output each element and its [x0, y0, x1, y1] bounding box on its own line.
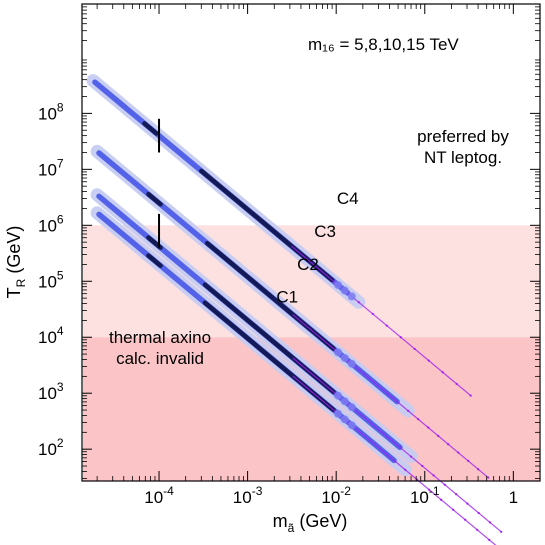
labels: 10-4 10-3 10-2 10-1 1 102 103 104 105 106 107 108 pr… — [38, 100, 518, 507]
series-C2-dot-6 — [477, 511, 480, 515]
x-axis-unit: (GeV) — [299, 511, 347, 531]
series-C4-dot-6 — [441, 371, 444, 374]
series-C4-centerline — [291, 245, 472, 397]
preferred-region-label-line: NT leptog. — [424, 148, 502, 167]
series-C4 — [86, 74, 472, 397]
series-C4-blob-2 — [347, 292, 356, 301]
curve-label-C4: C4 — [337, 189, 359, 208]
series-C3 — [90, 144, 490, 479]
series-C1-blob-2 — [347, 421, 356, 430]
series-C4-dot-0 — [357, 301, 360, 304]
x-tick-label: 10-3 — [233, 484, 263, 507]
series-C4-blob-1 — [340, 286, 349, 295]
series-C3-centerline — [292, 314, 489, 479]
series-C3-dot-6 — [467, 459, 470, 462]
y-axis-title: TR (GeV) — [4, 226, 28, 299]
series-C1-dot-2 — [428, 488, 431, 491]
series-C4-core-0 — [142, 121, 159, 136]
series-C2-centerline — [292, 357, 502, 533]
series-C2-dot-8 — [500, 530, 503, 533]
series-C3-dot-8 — [487, 476, 490, 479]
series-C2-dot-2 — [432, 474, 435, 477]
series-C3-blob-0 — [334, 348, 343, 357]
y-tick-label: 107 — [38, 156, 64, 179]
y-tick-label: 106 — [38, 212, 64, 235]
x-tick-label: 10-4 — [144, 484, 174, 507]
x-axis-title: mã (GeV) — [273, 511, 348, 535]
y-tick-label: 103 — [38, 380, 64, 403]
series-C2-dot-7 — [488, 521, 492, 524]
series-C3-dot-0 — [407, 409, 410, 412]
series-C2-dot-4 — [455, 493, 458, 496]
series-C2-dot-3 — [443, 483, 446, 486]
series-C3-dot-7 — [477, 468, 480, 471]
curve-label-C2: C2 — [297, 255, 319, 274]
x-axis-subscript: ã — [288, 521, 295, 535]
series-C2-blob-0 — [334, 391, 343, 400]
curves — [86, 74, 503, 545]
x-axis-symbol: m — [273, 511, 288, 531]
series-C3-dot-1 — [417, 418, 420, 421]
series-C4-dot-5 — [427, 359, 430, 362]
x-tick-label: 1 — [509, 488, 518, 507]
series-C3-dot-5 — [457, 451, 460, 454]
series-C1-dot-4 — [452, 508, 455, 511]
y-axis-unit: (GeV) — [4, 226, 24, 274]
series-C3-blob-1 — [340, 353, 349, 362]
x-tick-label: 10-2 — [321, 484, 351, 507]
series-C2-blob-1 — [340, 397, 349, 406]
shaded-regions — [83, 225, 539, 481]
series-C4-dot-1 — [371, 312, 374, 316]
y-tick-label: 108 — [38, 100, 64, 123]
series-C3-dot-2 — [427, 426, 430, 429]
series-C1-core-0 — [146, 253, 163, 268]
y-tick-label: 102 — [38, 436, 64, 459]
series-C1-dot-7 — [488, 538, 491, 541]
series-C2-dot-1 — [421, 464, 424, 468]
invalid-region-label-line: calc. invalid — [116, 349, 204, 368]
series-C1-blob-1 — [340, 415, 349, 424]
series-C2-blob-2 — [347, 403, 356, 412]
series-C3-dot-3 — [437, 434, 440, 437]
y-tick-label: 104 — [38, 324, 64, 347]
invalid-region-label-line: thermal axino — [109, 328, 211, 347]
x-tick-label: 10-1 — [410, 484, 440, 507]
annotation-m16: m₁₆ = 5,8,10,15 TeV — [308, 35, 459, 54]
series-C4-dot-7 — [455, 382, 458, 386]
series-C4-dot-8 — [469, 394, 472, 397]
series-C2 — [90, 188, 503, 533]
series-C1-centerline — [292, 375, 497, 545]
series-C3-blob-2 — [347, 359, 356, 368]
series-C1-dot-6 — [476, 528, 479, 531]
curve-label-C1: C1 — [276, 287, 298, 306]
series-C2-dot-5 — [466, 502, 469, 505]
series-C2-dot-0 — [409, 455, 413, 458]
series-C3-dot-4 — [447, 443, 450, 446]
series-C4-dot-4 — [413, 347, 416, 351]
series-C3-core-0 — [146, 191, 163, 207]
curve-label-C3: C3 — [314, 222, 336, 241]
plot-frame — [81, 3, 541, 482]
y-axis-subscript: R — [14, 278, 28, 287]
series-C1-dot-3 — [440, 498, 443, 501]
series-C4-blob-0 — [334, 280, 343, 289]
series-C4-dot-2 — [385, 324, 388, 327]
series-C4-dot-3 — [399, 336, 402, 339]
series-C1-blob-0 — [334, 409, 343, 418]
preferred-region-label-line: preferred by — [417, 127, 509, 146]
series-C1 — [90, 206, 497, 545]
y-axis-symbol: T — [4, 287, 24, 298]
ticks — [82, 4, 540, 481]
series-C1-dot-0 — [404, 468, 407, 471]
series-C1-dot-5 — [464, 518, 467, 521]
y-tick-label: 105 — [38, 268, 64, 291]
